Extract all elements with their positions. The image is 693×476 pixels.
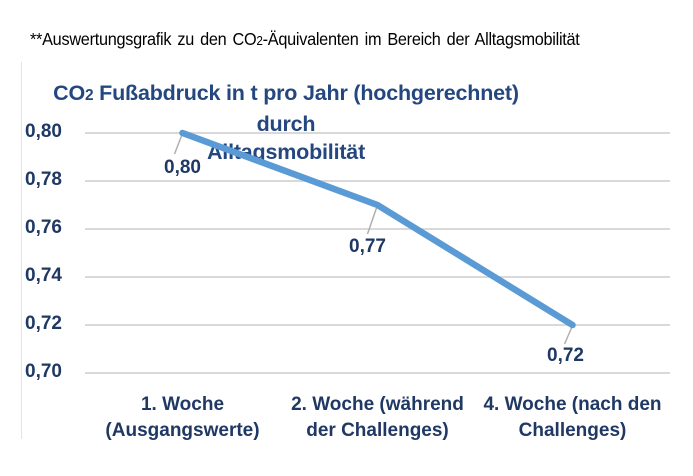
- gridline: [85, 180, 670, 182]
- series-line: [179, 129, 576, 329]
- data-point-label: 0,80: [164, 157, 201, 178]
- y-axis-tick-label: 0,76: [25, 217, 62, 238]
- data-label-leader-line: [173, 135, 183, 155]
- gridline: [85, 228, 670, 230]
- figure-caption: **Auswertungsgrafik zu den CO2-Äquivalen…: [30, 29, 580, 50]
- x-axis-category-label: 2. Woche (während der Challenges): [291, 394, 464, 441]
- gridline: [85, 372, 670, 374]
- y-axis-tick-label: 0,72: [25, 313, 62, 334]
- y-axis-tick-label: 0,70: [25, 361, 62, 382]
- gridline: [85, 276, 670, 278]
- y-axis-tick-label: 0,80: [25, 121, 62, 142]
- caption-co2-subscript: 2: [256, 34, 263, 48]
- data-point-label: 0,77: [349, 236, 386, 257]
- y-axis-tick-label: 0,74: [25, 265, 62, 286]
- data-point-label: 0,72: [547, 345, 584, 366]
- chart-title-co2-subscript: 2: [85, 87, 94, 104]
- y-axis-tick-label: 0,78: [25, 169, 62, 190]
- x-axis-category-label: 1. Woche (Ausgangswerte): [105, 394, 260, 441]
- data-label-leader-line: [563, 327, 573, 345]
- gridline: [85, 132, 670, 134]
- chart-title-prefix: CO: [53, 81, 85, 105]
- x-axis-category-label: 4. Woche (nach den Challenges): [483, 394, 662, 441]
- gridline: [85, 324, 670, 326]
- chart-image-left-edge: [21, 62, 22, 439]
- caption-text-suffix: -Äquivalenten im Bereich der Alltagsmobi…: [262, 29, 580, 49]
- data-label-leader-line: [366, 207, 378, 235]
- caption-text-prefix: **Auswertungsgrafik zu den CO: [30, 29, 257, 49]
